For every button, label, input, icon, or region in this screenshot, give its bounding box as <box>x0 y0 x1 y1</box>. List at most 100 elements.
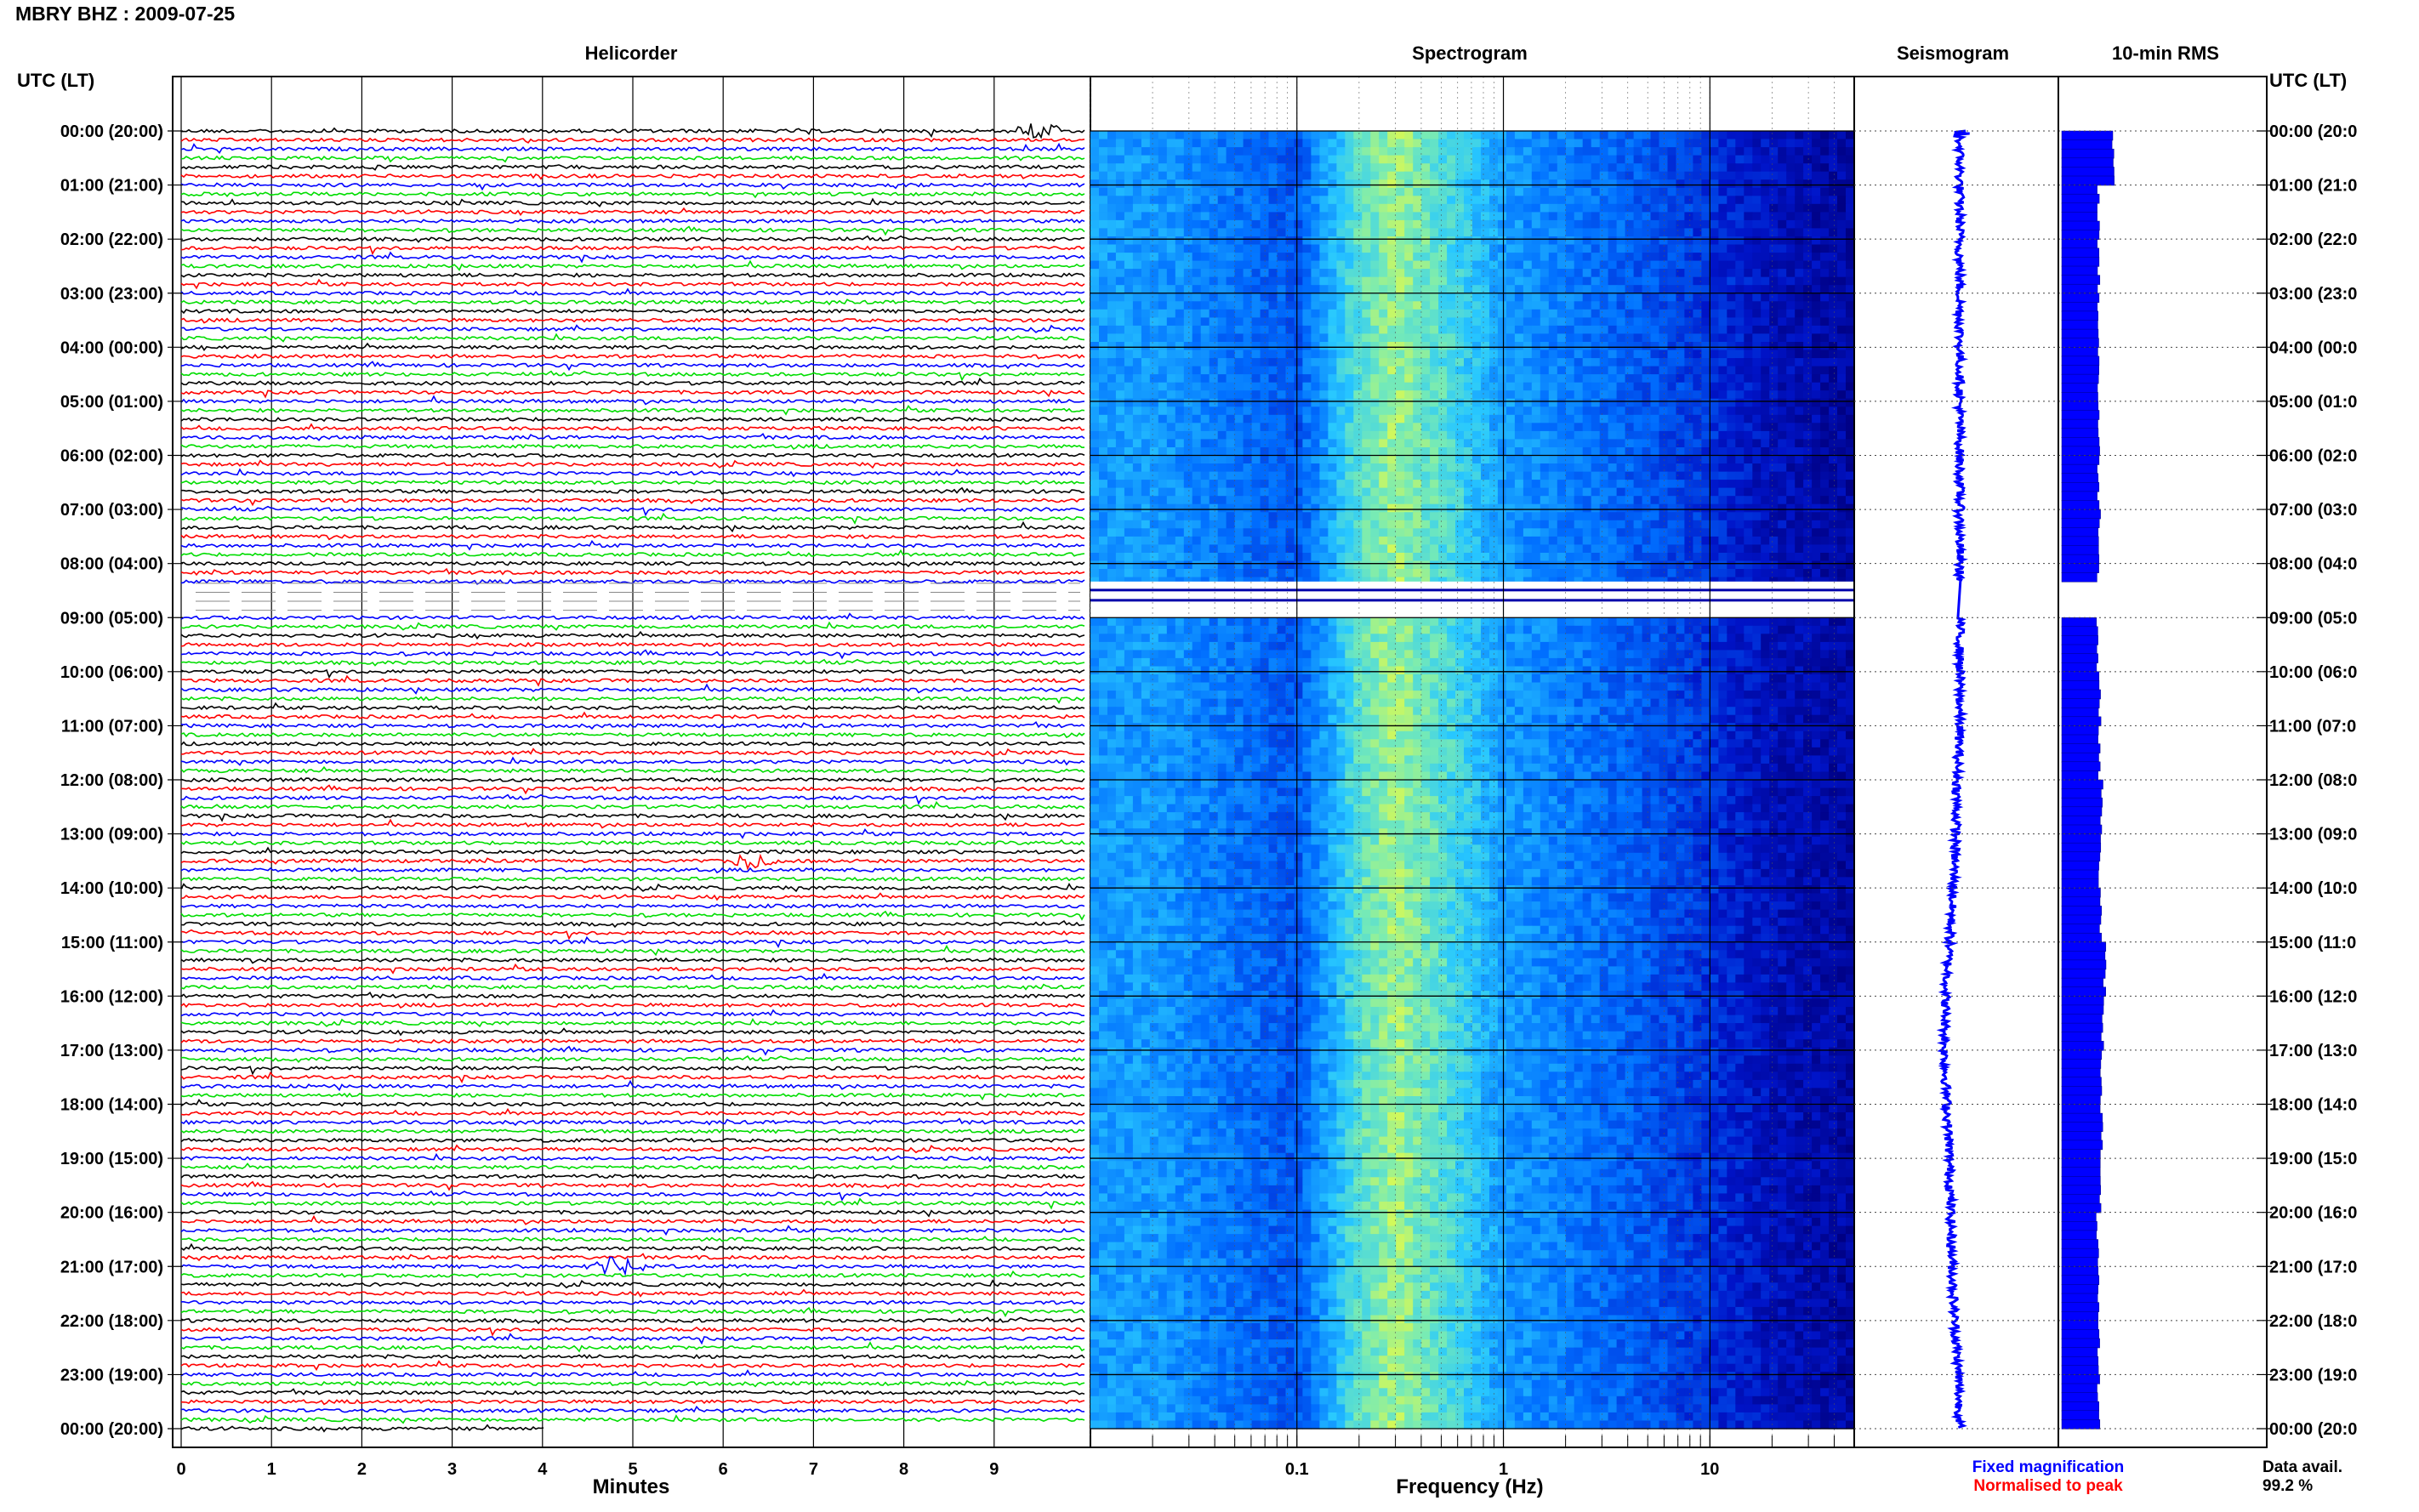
spectrogram-cell <box>1761 423 1770 432</box>
spectrogram-cell <box>1676 471 1686 480</box>
spectrogram-cell <box>1735 301 1745 310</box>
spectrogram-cell <box>1481 212 1490 221</box>
spectrogram-cell <box>1124 471 1134 480</box>
spectrogram-cell <box>1505 203 1516 213</box>
spectrogram-cell <box>1599 236 1609 246</box>
spectrogram-cell <box>1616 430 1626 440</box>
spectrogram-cell <box>1523 155 1533 164</box>
spectrogram-cell <box>1387 544 1397 554</box>
spectrogram-cell <box>1659 398 1669 407</box>
spectrogram-cell <box>1693 447 1702 457</box>
spectrogram-cell <box>1812 276 1821 286</box>
spectrogram-cell <box>1752 236 1762 246</box>
spectrogram-cell <box>1302 406 1312 416</box>
spectrogram-cell <box>1565 423 1575 432</box>
spectrogram-cell <box>1820 325 1830 334</box>
spectrogram-cell <box>1701 358 1710 367</box>
spectrogram-cell <box>1718 398 1727 407</box>
spectrogram-cell <box>1090 423 1100 432</box>
spectrogram-cell <box>1829 358 1838 367</box>
spectrogram-cell <box>1387 447 1397 457</box>
spectrogram-cell <box>1505 430 1516 440</box>
spectrogram-cell <box>1311 520 1320 529</box>
spectrogram-cell <box>1268 309 1278 318</box>
spectrogram-cell <box>1387 244 1397 253</box>
spectrogram-cell <box>1472 496 1482 505</box>
spectrogram-cell <box>1608 366 1618 375</box>
spectrogram-cell <box>1693 366 1702 375</box>
spectrogram-cell <box>1548 350 1558 359</box>
spectrogram-cell <box>1548 269 1558 278</box>
spectrogram-cell <box>1616 398 1626 407</box>
spectrogram-cell <box>1226 253 1236 262</box>
spectrogram-cell <box>1149 366 1159 375</box>
spectrogram-cell <box>1837 325 1847 334</box>
spectrogram-cell <box>1413 219 1422 229</box>
spectrogram-cell <box>1209 269 1219 278</box>
spectrogram-cell <box>1684 342 1693 351</box>
spectrogram-cell <box>1124 333 1134 343</box>
spectrogram-cell <box>1192 317 1202 327</box>
spectrogram-cell <box>1727 244 1736 253</box>
spectrogram-cell <box>1540 447 1550 457</box>
spectrogram-cell <box>1786 463 1796 473</box>
spectrogram-cell <box>1820 382 1830 391</box>
spectrogram-cell <box>1200 155 1210 164</box>
spectrogram-cell <box>1812 236 1821 246</box>
spectrogram-cell <box>1548 309 1558 318</box>
spectrogram-cell <box>1574 463 1584 473</box>
spectrogram-cell <box>1633 269 1643 278</box>
helicorder-trace <box>180 1399 1085 1406</box>
spectrogram-cell <box>1591 147 1601 156</box>
spectrogram-cell <box>1370 374 1380 384</box>
helicorder-trace <box>180 1117 1085 1127</box>
spectrogram-cell <box>1599 374 1609 384</box>
spectrogram-cell <box>1217 520 1227 529</box>
spectrogram-cell <box>1676 350 1686 359</box>
spectrogram-cell <box>1846 219 1855 229</box>
spectrogram-cell <box>1769 382 1779 391</box>
spectrogram-cell <box>1667 374 1677 384</box>
spectrogram-cell <box>1608 503 1618 513</box>
spectrogram-cell <box>1761 520 1770 529</box>
spectrogram-cell <box>1209 196 1219 205</box>
spectrogram-cell <box>1099 544 1108 554</box>
spectrogram-cell <box>1243 276 1253 286</box>
spectrogram-cell <box>1548 536 1558 545</box>
spectrogram-cell <box>1616 171 1626 180</box>
spectrogram-cell <box>1599 358 1609 367</box>
spectrogram-cell <box>1795 219 1804 229</box>
spectrogram-cell <box>1727 260 1736 270</box>
spectrogram-cell <box>1752 471 1762 480</box>
spectrogram-cell <box>1582 455 1592 464</box>
helicorder-trace <box>180 696 1085 704</box>
spectrogram-cell <box>1370 512 1380 521</box>
spectrogram-cell <box>1684 382 1693 391</box>
spectrogram-cell <box>1523 414 1533 423</box>
spectrogram-cell <box>1727 536 1736 545</box>
spectrogram-cell <box>1277 276 1287 286</box>
spectrogram-cell <box>1421 512 1431 521</box>
spectrogram-cell <box>1505 463 1516 473</box>
spectrogram-cell <box>1200 212 1210 221</box>
spectrogram-cell <box>1531 430 1541 440</box>
spectrogram-cell <box>1464 131 1473 140</box>
spectrogram-cell <box>1591 512 1601 521</box>
spectrogram-cell <box>1531 228 1541 237</box>
spectrogram-cell <box>1115 219 1125 229</box>
spectrogram-cell <box>1812 317 1821 327</box>
spectrogram-cell <box>1404 325 1414 334</box>
spectrogram-cell <box>1727 131 1736 140</box>
spectrogram-cell <box>1243 430 1253 440</box>
spectrogram-cell <box>1710 179 1719 189</box>
spectrogram-cell <box>1336 366 1346 375</box>
spectrogram-cell <box>1166 463 1176 473</box>
spectrogram-cell <box>1217 325 1227 334</box>
spectrogram-cell <box>1778 503 1787 513</box>
spectrogram-cell <box>1353 398 1363 407</box>
spectrogram-cell <box>1803 471 1813 480</box>
spectrogram-cell <box>1464 398 1473 407</box>
spectrogram-cell <box>1684 503 1693 513</box>
spectrogram-cell <box>1744 503 1753 513</box>
spectrogram-cell <box>1099 374 1108 384</box>
